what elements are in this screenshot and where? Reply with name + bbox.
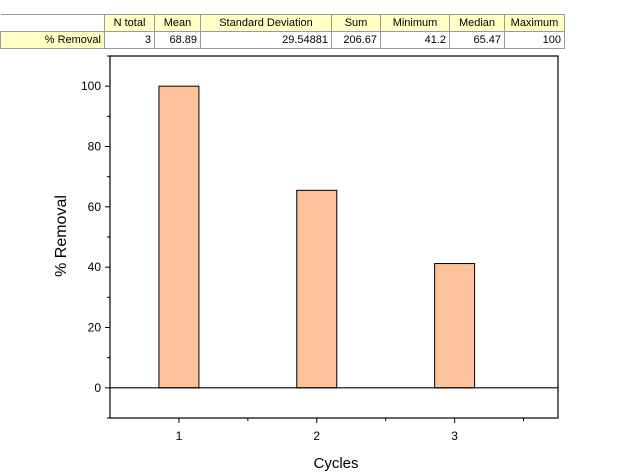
header-n-total: N total xyxy=(104,14,155,32)
header-std-dev: Standard Deviation xyxy=(200,14,332,32)
header-mean: Mean xyxy=(154,14,201,32)
cell-mean: 68.89 xyxy=(154,31,201,49)
y-tick-label: 100 xyxy=(81,79,101,93)
x-axis: 1 2 3 xyxy=(176,418,525,443)
y-tick-label: 60 xyxy=(88,200,102,214)
bar-cycle-3 xyxy=(434,263,476,389)
header-median: Median xyxy=(449,14,505,32)
table-row: % Removal 3 68.89 29.54881 206.67 41.2 6… xyxy=(0,31,565,49)
y-tick-label: 0 xyxy=(94,381,101,395)
x-tick-label: 3 xyxy=(451,429,458,443)
cell-minimum: 41.2 xyxy=(380,31,450,49)
cell-sum: 206.67 xyxy=(331,31,381,49)
cell-maximum: 100 xyxy=(504,31,565,49)
header-minimum: Minimum xyxy=(380,14,450,32)
table-header-row: N total Mean Standard Deviation Sum Mini… xyxy=(0,14,565,32)
x-tick-label: 2 xyxy=(313,429,320,443)
bar-cycle-2 xyxy=(296,189,338,389)
y-axis: 0 20 40 60 80 100 xyxy=(81,55,110,419)
cell-std-dev: 29.54881 xyxy=(200,31,332,49)
y-tick-label: 40 xyxy=(88,260,102,274)
y-tick-label: 80 xyxy=(88,140,102,154)
bars-group xyxy=(158,85,476,389)
x-axis-label: Cycles xyxy=(313,455,358,472)
y-tick-label: 20 xyxy=(88,321,102,335)
bar-cycle-1 xyxy=(158,85,200,389)
cell-n-total: 3 xyxy=(104,31,155,49)
statistics-table: N total Mean Standard Deviation Sum Mini… xyxy=(0,14,565,49)
header-sum: Sum xyxy=(331,14,381,32)
x-tick-label: 1 xyxy=(176,429,183,443)
y-axis-label: % Removal xyxy=(53,195,70,277)
row-label-removal: % Removal xyxy=(0,31,105,49)
